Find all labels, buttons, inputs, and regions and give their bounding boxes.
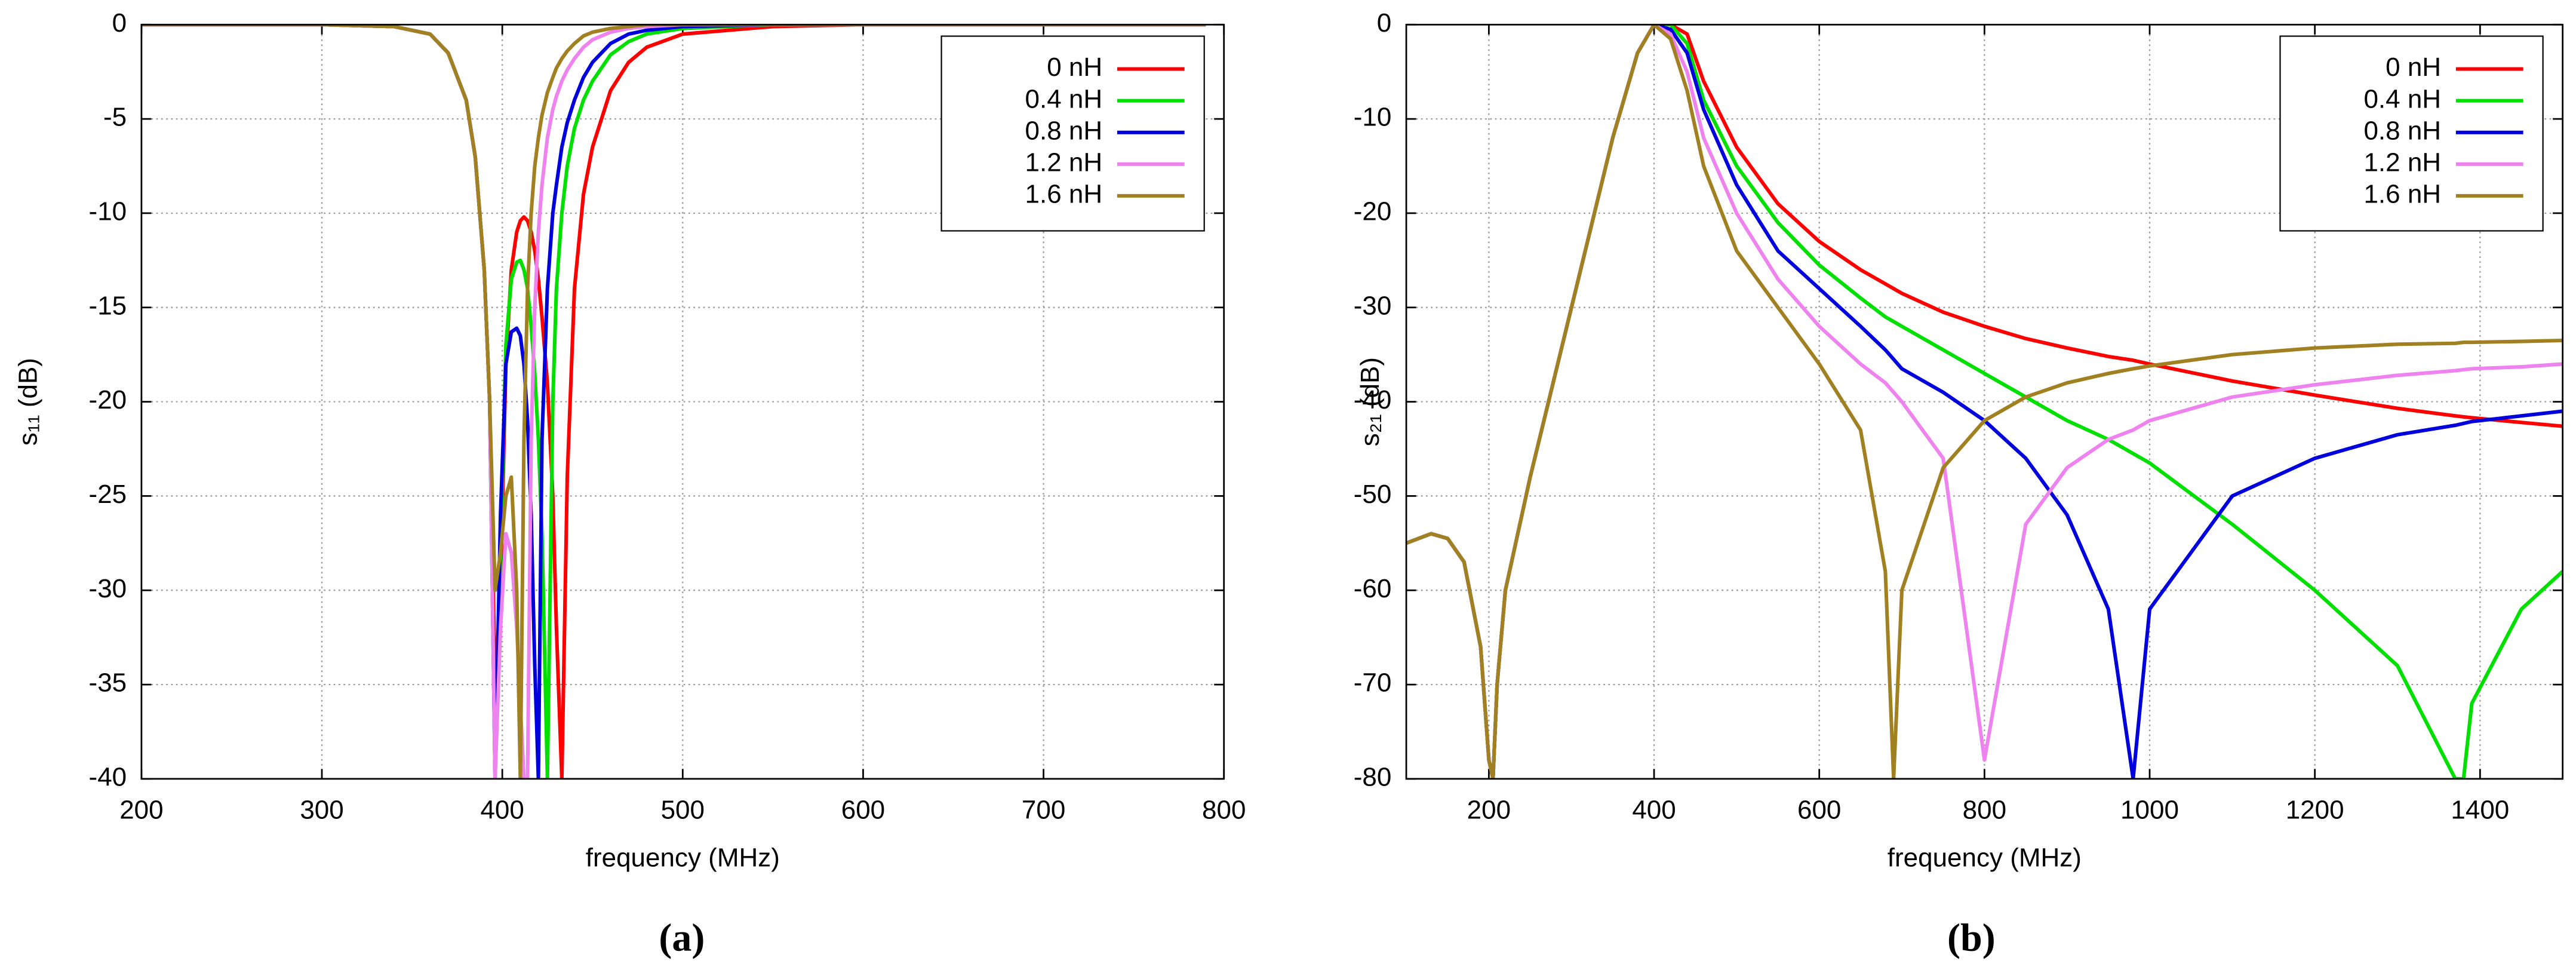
y-tick-label: -20 [1354, 197, 1392, 226]
y-tick-label: -10 [1354, 103, 1392, 132]
y-tick-label: -20 [89, 385, 127, 415]
x-tick-label: 600 [841, 796, 885, 825]
y-tick-label: -40 [89, 763, 127, 792]
x-axis-label: frequency (MHz) [586, 843, 780, 872]
legend-label: 1.6 nH [2363, 180, 2441, 209]
x-tick-label: 600 [1797, 796, 1841, 825]
legend-label: 1.6 nH [1025, 180, 1103, 209]
y-tick-label: -30 [89, 574, 127, 603]
y-tick-label: 0 [112, 8, 127, 38]
x-tick-label: 200 [1467, 796, 1511, 825]
legend: 0 nH0.4 nH 0.8 nH 1.2 nH 1.6 nH [2279, 35, 2544, 232]
y-tick-label: -5 [103, 103, 127, 132]
y-tick-label: -40 [1354, 385, 1392, 415]
x-axis-label: frequency (MHz) [1888, 843, 2082, 872]
x-tick-label: 800 [1963, 796, 2006, 825]
y-tick-label: -10 [89, 197, 127, 226]
plot-frame [140, 23, 1225, 780]
y-tick-label: -15 [89, 291, 127, 320]
caption: (a) [659, 916, 705, 959]
series-line [1406, 24, 2563, 779]
legend: 0 nH0.4 nH 0.8 nH 1.2 nH 1.6 nH [940, 35, 1205, 232]
legend-label: 0.8 nH [1025, 116, 1103, 145]
x-tick-label: 700 [1022, 796, 1065, 825]
x-tick-label: 500 [661, 796, 705, 825]
y-tick-label: -30 [1354, 291, 1392, 320]
plot-frame [1405, 23, 2564, 780]
caption: (b) [1947, 916, 1996, 959]
x-tick-label: 200 [119, 796, 163, 825]
y-tick-label: -60 [1354, 574, 1392, 603]
legend-label: 0.4 nH [1025, 84, 1103, 113]
y-axis-label: s₂₁ (dB) [1355, 357, 1385, 446]
y-tick-label: -25 [89, 480, 127, 509]
x-tick-label: 1400 [2451, 796, 2509, 825]
legend-label: 0.8 nH [2363, 116, 2441, 145]
x-tick-label: 1200 [2286, 796, 2344, 825]
legend-label: 0.4 nH [2363, 84, 2441, 113]
y-tick-label: 0 [1377, 8, 1391, 38]
y-axis-label: s₁₁ (dB) [13, 358, 42, 446]
x-tick-label: 300 [300, 796, 343, 825]
y-tick-label: -70 [1354, 668, 1392, 698]
legend-label: 1.2 nH [1025, 148, 1103, 177]
y-tick-label: -35 [89, 668, 127, 698]
x-tick-label: 1000 [2120, 796, 2179, 825]
y-tick-label: -80 [1354, 763, 1392, 792]
plot-area: 200 300 400 500 600 700 800 0 -5 -10 -15 -20 -25 -30 -… [13, 8, 1246, 960]
x-tick-label: 400 [480, 796, 524, 825]
legend-label: 0 nH [2386, 53, 2441, 82]
y-tick-label: -50 [1354, 480, 1392, 509]
series-line [141, 24, 1206, 779]
x-tick-label: 800 [1202, 796, 1246, 825]
plot-area: 200 400 600 800 1000 1200 1400 0 -10 -20 -30 -40 -50… [1354, 8, 2564, 959]
x-tick-label: 400 [1632, 796, 1676, 825]
legend-label: 1.2 nH [2363, 148, 2441, 177]
legend-label: 0 nH [1047, 53, 1102, 82]
